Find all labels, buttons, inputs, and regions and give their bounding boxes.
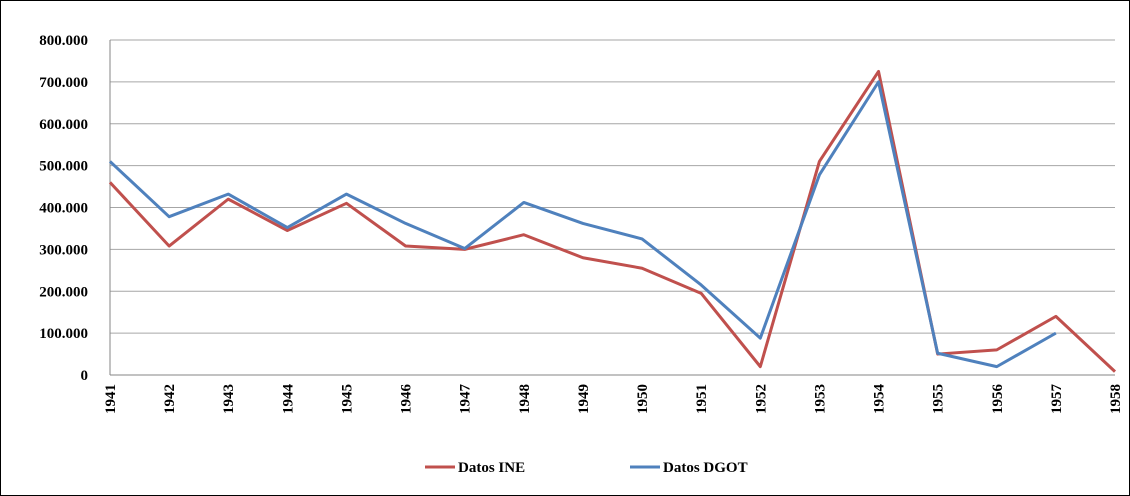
x-tick-label: 1954 (872, 384, 888, 415)
x-tick-label: 1950 (635, 384, 651, 414)
x-tick-label: 1951 (694, 384, 710, 414)
y-tick-label: 600.000 (39, 117, 88, 133)
y-tick-label: 500.000 (39, 159, 88, 175)
x-tick-label: 1958 (1108, 384, 1124, 414)
x-tick-label: 1955 (931, 384, 947, 414)
legend-label: Datos INE (458, 460, 525, 476)
x-tick-label: 1942 (162, 384, 178, 414)
x-tick-label: 1949 (576, 384, 592, 414)
x-tick-label: 1956 (990, 384, 1006, 415)
x-tick-label: 1957 (1049, 384, 1065, 415)
series-line (108, 69, 1117, 373)
legend-label: Datos DGOT (663, 460, 748, 476)
y-tick-label: 100.000 (39, 326, 88, 342)
y-tick-label: 200.000 (39, 284, 88, 300)
series-line (108, 80, 1057, 369)
x-tick-label: 1952 (753, 384, 769, 414)
x-tick-label: 1943 (221, 384, 237, 414)
x-tick-label: 1948 (517, 384, 533, 414)
x-tick-label: 1944 (280, 384, 296, 415)
x-tick-label: 1953 (812, 384, 828, 414)
x-tick-label: 1941 (103, 384, 119, 414)
x-tick-label: 1945 (339, 384, 355, 414)
y-tick-label: 300.000 (39, 242, 88, 258)
y-tick-label: 0 (81, 368, 89, 384)
x-tick-label: 1946 (399, 384, 415, 415)
y-tick-label: 400.000 (39, 201, 88, 217)
y-tick-label: 800.000 (39, 33, 88, 49)
y-tick-label: 700.000 (39, 75, 88, 91)
x-tick-label: 1947 (458, 384, 474, 415)
